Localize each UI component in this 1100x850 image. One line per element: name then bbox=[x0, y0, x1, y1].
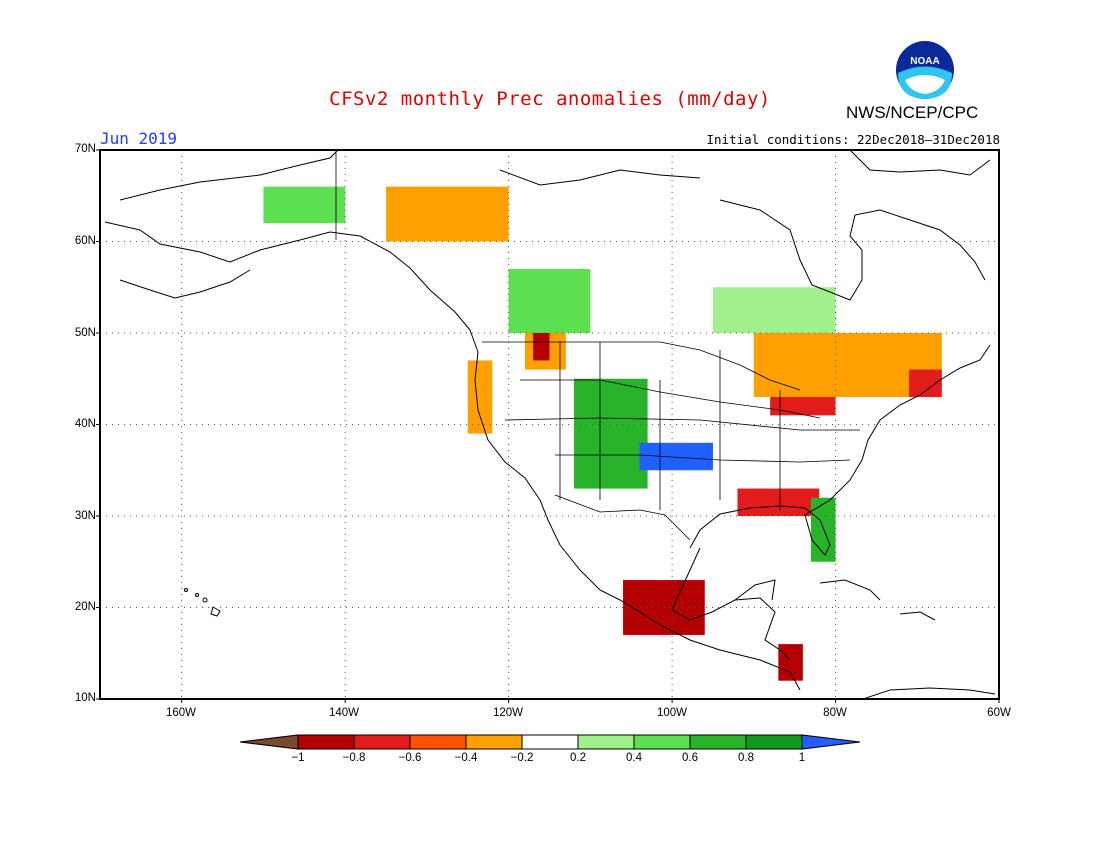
colorbar bbox=[239, 734, 861, 750]
colorbar-label: −0.4 bbox=[454, 752, 478, 764]
colorbar-segment bbox=[577, 734, 635, 750]
map-title: CFSv2 monthly Prec anomalies (mm/day) bbox=[329, 88, 771, 110]
colorbar-label: 1 bbox=[798, 752, 806, 764]
anomaly-layer bbox=[263, 186, 942, 681]
colorbar-label: 0.6 bbox=[682, 752, 698, 764]
noaa-logo-icon: NOAA bbox=[896, 41, 954, 99]
anomaly-patch bbox=[778, 644, 803, 681]
lon-label-80w: 80W bbox=[823, 707, 847, 719]
anomaly-patch bbox=[737, 488, 820, 516]
colorbar-segment bbox=[633, 734, 691, 750]
lon-label-60w: 60W bbox=[987, 707, 1011, 719]
political-borders bbox=[335, 150, 860, 541]
agency-label: NWS/NCEP/CPC bbox=[846, 103, 979, 122]
lat-label-10n: 10N bbox=[74, 692, 96, 704]
initial-conditions-label: Initial conditions: 22Dec2018–31Dec2018 bbox=[706, 132, 1001, 147]
lat-label-30n: 30N bbox=[74, 510, 96, 522]
anomaly-patch bbox=[639, 442, 713, 471]
colorbar-label: −0.8 bbox=[342, 752, 366, 764]
colorbar-segment bbox=[297, 734, 355, 750]
colorbar-label: −0.2 bbox=[510, 752, 534, 764]
colorbar-segment bbox=[745, 734, 803, 750]
map-plot-area bbox=[100, 150, 999, 699]
lat-label-60n: 60N bbox=[74, 235, 96, 247]
anomaly-patch bbox=[533, 333, 550, 361]
anomaly-patch bbox=[386, 186, 509, 242]
lon-label-160w: 160W bbox=[165, 707, 197, 719]
anomaly-patch bbox=[712, 287, 836, 333]
anomaly-patch bbox=[574, 378, 648, 489]
hawaii-islands bbox=[184, 588, 221, 617]
anomaly-patch bbox=[263, 186, 346, 224]
lon-label-120w: 120W bbox=[492, 707, 524, 719]
anomaly-patch bbox=[623, 580, 705, 635]
lon-label-100w: 100W bbox=[656, 707, 688, 719]
logo-text: NOAA bbox=[910, 56, 939, 67]
colorbar-label: −0.6 bbox=[398, 752, 422, 764]
lat-label-70n: 70N bbox=[74, 143, 96, 155]
anomaly-patch bbox=[467, 360, 493, 434]
colorbar-segment bbox=[409, 734, 467, 750]
colorbar-label: 0.2 bbox=[570, 752, 586, 764]
colorbar-left-arrow bbox=[239, 734, 299, 750]
anomaly-patch bbox=[909, 369, 942, 398]
lat-label-40n: 40N bbox=[74, 418, 96, 430]
anomaly-patch bbox=[811, 497, 836, 562]
lat-label-50n: 50N bbox=[74, 327, 96, 339]
colorbar-label: −1 bbox=[291, 752, 305, 764]
colorbar-segment bbox=[689, 734, 747, 750]
colorbar-right-arrow bbox=[801, 734, 861, 750]
colorbar-segment bbox=[465, 734, 523, 750]
valid-month-label: Jun 2019 bbox=[100, 129, 178, 148]
lon-label-140w: 140W bbox=[328, 707, 360, 719]
coastlines bbox=[104, 150, 996, 699]
colorbar-label: 0.4 bbox=[626, 752, 642, 764]
lat-label-20n: 20N bbox=[74, 601, 96, 613]
colorbar-segment bbox=[353, 734, 411, 750]
colorbar-label: 0.8 bbox=[738, 752, 754, 764]
anomaly-patch bbox=[508, 268, 591, 333]
colorbar-segment bbox=[521, 734, 579, 750]
axis-ticks bbox=[96, 149, 1000, 703]
